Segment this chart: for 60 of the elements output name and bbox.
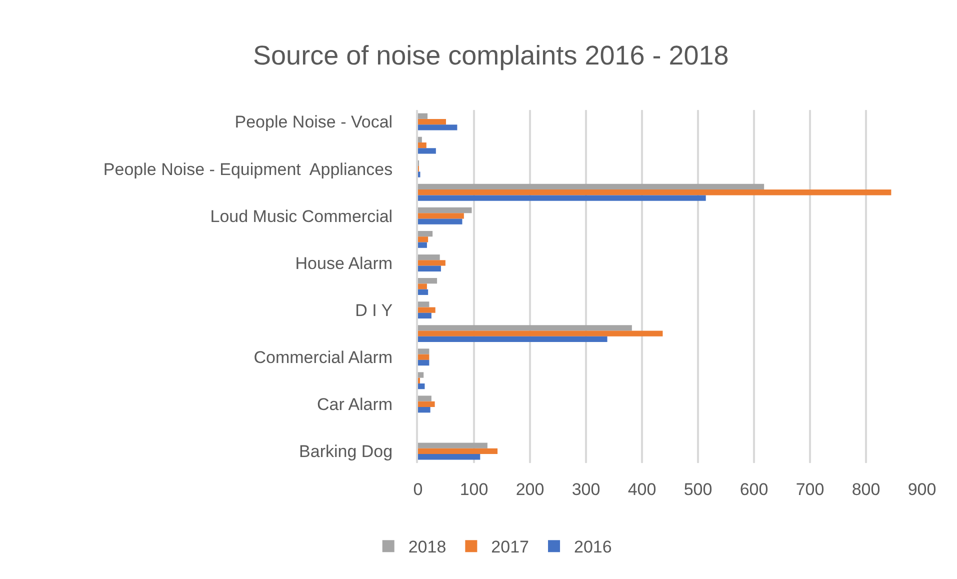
bar: [418, 360, 430, 366]
bar: [418, 354, 430, 360]
x-tick-label: 300: [572, 480, 600, 499]
x-tick-label: 500: [684, 480, 712, 499]
bar: [418, 448, 498, 454]
bar: [418, 118, 446, 125]
y-tick-label: Car Alarm: [317, 395, 393, 414]
y-tick-label: People Noise - Vocal: [234, 112, 393, 132]
bar: [418, 348, 430, 354]
bar: [418, 302, 430, 308]
x-tick-label: 800: [852, 480, 880, 499]
chart-title: Source of noise complaints 2016 - 2018: [253, 40, 729, 70]
y-tick-label: People Noise - Equipment Appliances: [103, 160, 393, 179]
bar: [418, 325, 632, 331]
x-tick-label: 600: [740, 480, 768, 499]
x-tick-label: 0: [413, 480, 423, 499]
x-tick-label: 400: [628, 480, 656, 499]
bar: [418, 442, 488, 448]
bar: [418, 330, 663, 336]
bar: [418, 230, 433, 237]
bar: [418, 406, 430, 413]
legend-label: 2017: [491, 538, 530, 557]
bar: [418, 289, 428, 295]
y-tick-label: Barking Dog: [299, 442, 393, 462]
bar: [418, 372, 424, 378]
bar: [418, 266, 441, 272]
bar: [418, 195, 706, 201]
bar: [418, 213, 464, 219]
x-tick-label: 900: [908, 480, 936, 499]
legend-label: 2016: [574, 538, 612, 557]
bar: [418, 124, 458, 130]
bar: [418, 312, 432, 319]
bar: [418, 284, 427, 290]
y-tick-label: House Alarm: [295, 254, 393, 273]
bar: [418, 383, 425, 390]
x-tick-label: 200: [516, 480, 544, 499]
y-tick-label: Commercial Alarm: [254, 348, 393, 368]
bar: [418, 278, 438, 284]
bar: [418, 207, 472, 214]
bar: [418, 142, 426, 148]
legend-label: 2018: [408, 538, 446, 557]
bar: [418, 260, 446, 266]
bar: [418, 307, 436, 313]
bar: [418, 254, 440, 260]
y-tick-label: D I Y: [355, 300, 393, 320]
bar: [418, 113, 428, 119]
bar: [418, 218, 462, 224]
bar: [418, 336, 608, 342]
x-tick-label: 700: [796, 480, 824, 499]
bar: [418, 454, 480, 460]
bar: [418, 396, 432, 402]
x-tick-label: 100: [460, 480, 488, 499]
bar: [418, 184, 764, 190]
y-tick-label: Loud Music Commercial: [210, 206, 393, 226]
bar: [418, 148, 436, 154]
bar: [418, 242, 427, 248]
bar: [418, 236, 428, 242]
bar: [418, 401, 435, 407]
bar: [418, 190, 892, 196]
bar: [418, 136, 422, 142]
